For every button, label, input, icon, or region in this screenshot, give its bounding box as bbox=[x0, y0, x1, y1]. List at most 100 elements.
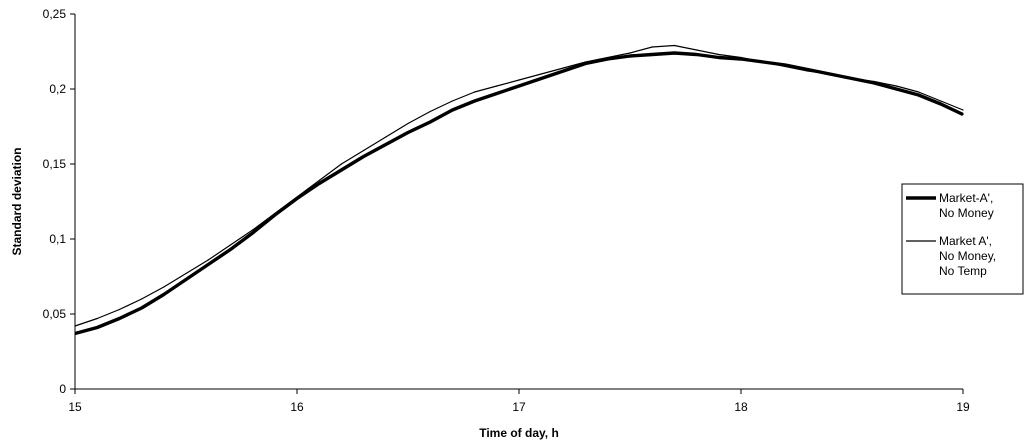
data-point bbox=[829, 73, 831, 75]
legend-box bbox=[901, 183, 1024, 295]
y-ticks: 0 0,05 0,1 0,15 0,2 0,25 bbox=[43, 7, 75, 396]
x-tick-label: 19 bbox=[956, 400, 970, 414]
data-point bbox=[163, 293, 165, 296]
data-point bbox=[229, 248, 231, 251]
data-point bbox=[918, 91, 920, 93]
data-point bbox=[274, 214, 276, 216]
data-point bbox=[518, 79, 520, 81]
legend-label-2: No Money, bbox=[939, 249, 996, 263]
data-point bbox=[496, 92, 498, 95]
y-tick-label: 0,15 bbox=[43, 157, 67, 171]
data-point bbox=[274, 212, 276, 215]
data-point bbox=[562, 70, 565, 72]
legend-label-1: Market-A', bbox=[939, 191, 993, 205]
data-point bbox=[962, 113, 964, 116]
axes bbox=[74, 14, 963, 390]
data-point bbox=[629, 55, 631, 57]
data-point bbox=[718, 53, 720, 56]
y-tick-label: 0,1 bbox=[49, 232, 66, 246]
data-point bbox=[895, 85, 898, 87]
data-point bbox=[784, 64, 787, 66]
data-point bbox=[96, 326, 98, 329]
data-point bbox=[762, 61, 764, 63]
data-point bbox=[740, 58, 742, 60]
legend: Market-A',No Money Market A',No Money,No … bbox=[901, 183, 1024, 295]
data-point bbox=[407, 122, 409, 125]
data-point bbox=[696, 49, 698, 51]
data-point bbox=[252, 229, 254, 231]
data-point bbox=[940, 103, 942, 105]
data-point bbox=[296, 197, 298, 200]
series-1-points bbox=[74, 52, 964, 335]
x-tick-label: 15 bbox=[68, 400, 82, 414]
data-point bbox=[807, 68, 809, 71]
data-point bbox=[540, 73, 542, 75]
data-point bbox=[163, 286, 165, 288]
data-point bbox=[207, 263, 209, 266]
data-point bbox=[363, 155, 365, 158]
data-point bbox=[585, 62, 587, 65]
data-point bbox=[940, 100, 942, 102]
data-point bbox=[74, 332, 76, 335]
x-ticks: 15 16 17 18 19 bbox=[68, 389, 970, 414]
data-point bbox=[318, 182, 320, 185]
data-point bbox=[562, 67, 565, 69]
y-tick-label: 0,05 bbox=[43, 307, 67, 321]
data-point bbox=[540, 77, 542, 80]
data-point bbox=[607, 58, 609, 60]
data-point bbox=[474, 100, 476, 102]
data-point bbox=[407, 131, 409, 134]
data-point bbox=[451, 109, 453, 111]
data-point bbox=[141, 298, 143, 300]
data-point bbox=[629, 52, 631, 54]
data-point bbox=[363, 149, 365, 152]
legend-label-2: Market A', bbox=[939, 234, 992, 248]
data-point bbox=[918, 94, 920, 96]
y-tick-label: 0,25 bbox=[43, 7, 67, 21]
data-point bbox=[962, 109, 964, 111]
data-point bbox=[451, 100, 453, 102]
data-point bbox=[318, 179, 320, 182]
data-point bbox=[185, 278, 187, 281]
data-point bbox=[141, 307, 143, 309]
data-point bbox=[496, 85, 498, 87]
data-point bbox=[651, 46, 653, 48]
legend-label-2: No Temp bbox=[939, 264, 987, 278]
y-axis-title: Standard deviation bbox=[10, 147, 24, 255]
data-point bbox=[673, 52, 676, 54]
data-point bbox=[429, 110, 431, 113]
data-point bbox=[673, 44, 676, 47]
data-point bbox=[784, 65, 787, 68]
data-point bbox=[207, 259, 209, 261]
data-point bbox=[296, 196, 298, 198]
data-point bbox=[229, 244, 231, 246]
y-tick-label: 0 bbox=[59, 382, 66, 396]
data-point bbox=[474, 91, 476, 93]
x-tick-label: 18 bbox=[734, 400, 748, 414]
data-point bbox=[696, 53, 698, 56]
x-tick-label: 17 bbox=[512, 400, 526, 414]
x-tick-label: 16 bbox=[290, 400, 304, 414]
data-point bbox=[873, 80, 875, 83]
series-2-points bbox=[74, 44, 964, 327]
data-point bbox=[607, 56, 609, 59]
data-point bbox=[851, 77, 853, 80]
y-tick-label: 0,2 bbox=[49, 82, 66, 96]
data-point bbox=[118, 317, 120, 320]
data-point bbox=[340, 163, 342, 165]
data-point bbox=[385, 136, 387, 138]
data-point bbox=[873, 82, 875, 84]
data-point bbox=[340, 169, 342, 171]
data-point bbox=[518, 85, 520, 87]
data-point bbox=[185, 272, 187, 275]
data-point bbox=[252, 232, 254, 234]
data-point bbox=[718, 56, 720, 59]
data-point bbox=[118, 308, 120, 311]
legend-label-1: No Money bbox=[939, 206, 994, 220]
data-point bbox=[807, 70, 809, 72]
data-point bbox=[74, 325, 76, 327]
data-point bbox=[585, 61, 587, 63]
data-point bbox=[385, 143, 387, 146]
data-point bbox=[96, 317, 98, 320]
